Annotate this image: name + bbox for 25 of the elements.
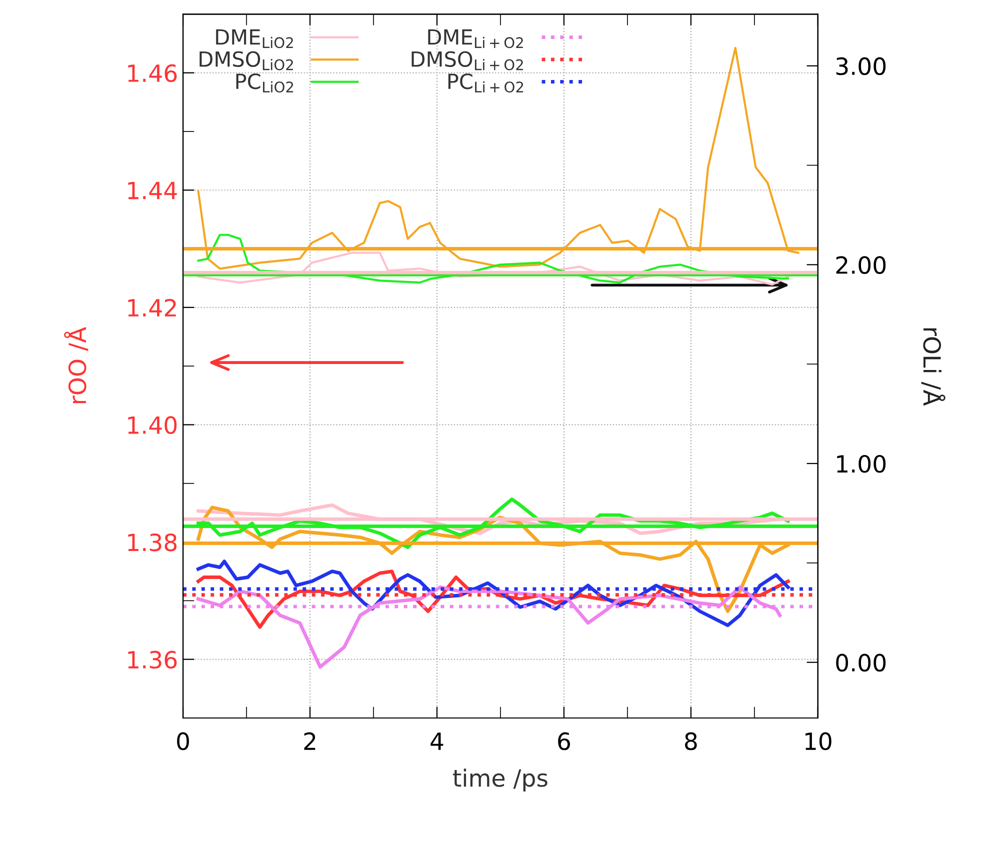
legend-label: DME$_{Li+O2}$ [428, 29, 523, 48]
legend-label: PC$_{Li+O2}$ [448, 73, 524, 93]
legend-label: PC$_{LiO2}$ [236, 73, 294, 93]
x-axis-title: time /ps [453, 768, 548, 792]
y2-axis-title: rOLi /Å [921, 328, 946, 406]
y-axis-title: rOO /Å [64, 327, 88, 404]
x-tick-label: 2 [304, 732, 316, 750]
y-tick-label: 1.38 [128, 533, 177, 552]
x-tick-label: 10 [805, 732, 832, 750]
x-tick-label: 0 [177, 732, 189, 750]
y-tick-label: 1.46 [128, 64, 177, 82]
x-tick-label: 8 [685, 732, 697, 750]
y2-tick-label: 1.00 [837, 454, 886, 473]
y-tick-label: 1.42 [128, 298, 176, 316]
x-tick-label: 6 [558, 732, 570, 750]
y2-tick-label: 2.00 [836, 256, 886, 274]
legend-label: DME$_{LiO2}$ [216, 29, 293, 48]
x-tick-label: 4 [430, 732, 444, 750]
legend-label: DMSO$_{LiO2}$ [200, 51, 293, 70]
y-tick-label: 1.40 [128, 416, 177, 434]
y-tick-label: 1.36 [128, 650, 177, 669]
y2-tick-label: 0.00 [836, 654, 886, 672]
legend-label: DMSO$_{Li+O2}$ [412, 51, 523, 70]
y2-tick-label: 3.00 [836, 57, 886, 76]
y-tick-label: 1.44 [128, 182, 177, 200]
